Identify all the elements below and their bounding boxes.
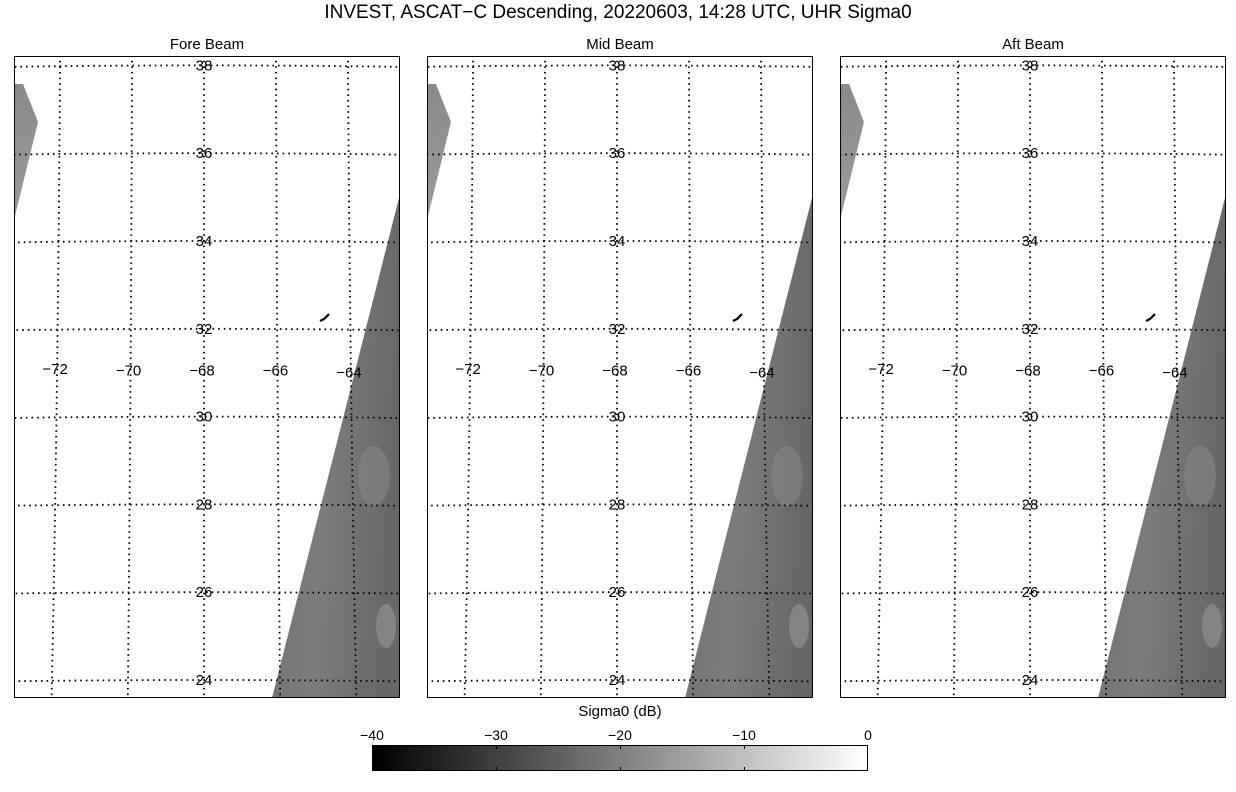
longitude-label: −70 (116, 363, 141, 380)
latitude-label: 38 (196, 57, 213, 74)
mid-beam-panel: Mid Beam 38 36 34 32 30 28 26 24 −72 −70 −68 −66 −64 (427, 36, 813, 698)
longitude-label: −72 (42, 361, 67, 378)
colorbar-tick-label: −20 (608, 727, 632, 743)
latitude-label: 26 (609, 584, 626, 601)
colorbar-tickmark (496, 745, 497, 749)
longitude-label: −70 (529, 363, 554, 380)
fore-beam-panel: Fore Beam 38 36 34 32 30 28 26 24 −72 −70 −68 −66 −6… (14, 36, 400, 698)
latitude-label: 34 (609, 233, 626, 250)
colorbar-tickmark (744, 767, 745, 771)
longitude-label: −66 (263, 363, 288, 380)
map-frame (840, 56, 1226, 698)
colorbar-tick-label: 0 (864, 727, 872, 743)
swath-texture (789, 604, 809, 648)
latitude-label: 24 (196, 672, 213, 689)
fore-beam-map: 38 36 34 32 30 28 26 24 −72 −70 −68 −66 −64 (14, 56, 400, 698)
swath-texture (771, 446, 803, 506)
latitude-label: 28 (1022, 496, 1039, 513)
latitude-label: 26 (1022, 584, 1039, 601)
colorbar-tickmark (744, 745, 745, 749)
island-coastline (1145, 313, 1156, 322)
longitude-label: −64 (1162, 364, 1187, 381)
latitude-gridline (840, 591, 1226, 595)
longitude-label: −72 (455, 361, 480, 378)
panel-title: Fore Beam (169, 36, 245, 53)
latitude-label: 30 (609, 409, 626, 426)
latitude-label: 30 (1022, 409, 1039, 426)
latitude-gridline (14, 415, 400, 419)
latitude-label: 24 (1022, 672, 1039, 689)
data-swath (685, 194, 813, 698)
colorbar-label: Sigma0 (dB) (578, 703, 662, 720)
latitude-label: 36 (1022, 145, 1039, 162)
panel-title: Mid Beam (586, 36, 654, 53)
latitude-label: 36 (196, 145, 213, 162)
colorbar-tick-label: −40 (360, 727, 384, 743)
island-coastline (319, 313, 330, 322)
colorbar-tickmark (620, 745, 621, 749)
data-swath (272, 194, 400, 698)
latitude-gridline (427, 591, 813, 595)
latitude-label: 38 (609, 57, 626, 74)
latitude-gridline (427, 415, 813, 419)
longitude-label: −66 (676, 363, 701, 380)
map-frame (14, 56, 400, 698)
latitude-gridline (14, 591, 400, 595)
swath-texture (376, 604, 396, 648)
longitude-label: −72 (868, 361, 893, 378)
latitude-label: 30 (196, 409, 213, 426)
longitude-label: −68 (189, 363, 214, 380)
latitude-label: 34 (1022, 233, 1039, 250)
data-swath-edge (427, 84, 451, 216)
longitude-label: −68 (602, 363, 627, 380)
swath-texture (1202, 604, 1222, 648)
colorbar-tickmark (496, 767, 497, 771)
longitude-label: −64 (749, 364, 774, 381)
map-frame (427, 56, 813, 698)
panel-title: Aft Beam (1002, 36, 1064, 53)
latitude-gridline (840, 327, 1226, 332)
colorbar-tick-label: −30 (484, 727, 508, 743)
island-coastline (732, 313, 743, 322)
data-swath (1098, 194, 1226, 698)
latitude-label: 36 (609, 145, 626, 162)
longitude-label: −70 (942, 363, 967, 380)
longitude-label: −66 (1089, 363, 1114, 380)
latitude-label: 32 (196, 321, 213, 338)
colorbar-tickmark (620, 767, 621, 771)
aft-beam-map: 38 36 34 32 30 28 26 24 −72 −70 −68 −66 −64 (840, 56, 1226, 698)
data-swath-edge (840, 84, 864, 216)
latitude-label: 32 (1022, 321, 1039, 338)
aft-beam-panel: Aft Beam 38 36 34 32 30 28 26 24 −72 −70 −68 −66 −64 (840, 36, 1226, 698)
latitude-label: 38 (1022, 57, 1039, 74)
latitude-gridline (14, 327, 400, 332)
latitude-label: 28 (196, 496, 213, 513)
colorbar-tick-label: −10 (732, 727, 756, 743)
latitude-gridline (427, 327, 813, 332)
longitude-label: −68 (1015, 363, 1040, 380)
figure-title: INVEST, ASCAT−C Descending, 20220603, 14… (324, 2, 912, 23)
longitude-label: −64 (336, 364, 361, 381)
mid-beam-map: 38 36 34 32 30 28 26 24 −72 −70 −68 −66 −64 (427, 56, 813, 698)
latitude-label: 24 (609, 672, 626, 689)
latitude-label: 26 (196, 584, 213, 601)
swath-texture (358, 446, 390, 506)
data-swath-edge (14, 84, 38, 216)
latitude-gridline (840, 415, 1226, 419)
latitude-label: 34 (196, 233, 213, 250)
latitude-label: 32 (609, 321, 626, 338)
latitude-label: 28 (609, 496, 626, 513)
swath-texture (1184, 446, 1216, 506)
